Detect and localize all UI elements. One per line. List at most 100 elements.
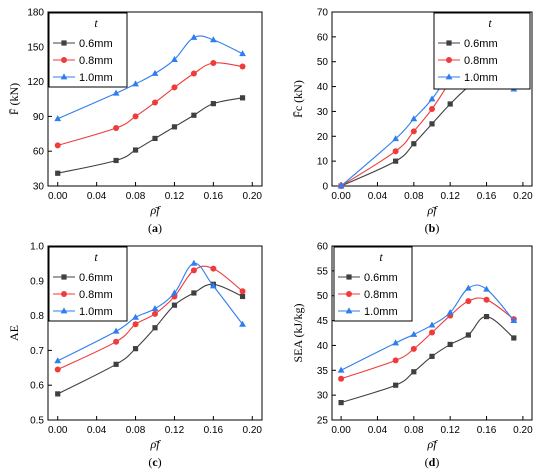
x-tick-label: 0.00 [331, 425, 351, 436]
x-tick-label: 0.12 [440, 191, 460, 202]
data-point-0.6mm [429, 353, 435, 359]
data-point-1.0mm [112, 89, 120, 96]
data-point-1.0mm [392, 339, 400, 346]
y-axis-label: SEA (kJ/kg) [291, 303, 305, 362]
x-tick-label: 0.04 [368, 191, 388, 202]
y-tick-label: 50 [317, 57, 329, 68]
legend-marker-1.0mm [445, 73, 453, 80]
series-line-1.0mm [57, 35, 243, 120]
y-axis-label: AE [7, 325, 21, 341]
data-point-0.6mm [55, 170, 61, 176]
y-tick-label: 40 [317, 82, 329, 93]
data-point-0.8mm [54, 366, 61, 373]
y-tick-label: 30 [317, 107, 329, 118]
y-tick-label: 60 [317, 32, 329, 43]
data-point-0.8mm [113, 338, 120, 345]
data-point-0.8mm [410, 345, 417, 352]
legend: t 0.6mm 0.8mm 1.0mm [333, 246, 413, 322]
data-point-0.6mm [132, 147, 139, 153]
data-point-1.0mm [132, 80, 139, 87]
panel-caption-a: (a) [148, 221, 162, 235]
data-point-1.0mm [428, 321, 436, 328]
y-tick-label: 60 [317, 242, 329, 253]
x-axis-label: ρ̄f [426, 203, 438, 217]
data-point-0.6mm [191, 290, 197, 296]
y-tick-label: 50 [317, 291, 329, 302]
data-point-1.0mm [337, 182, 345, 189]
data-point-0.8mm [239, 63, 246, 70]
y-tick-label: 30 [317, 391, 329, 402]
x-tick-label: 0.08 [126, 425, 146, 436]
data-point-0.6mm [55, 391, 61, 397]
legend-marker-0.8mm [61, 57, 67, 63]
data-point-0.8mm [210, 265, 217, 272]
legend-marker-0.6mm [61, 274, 67, 280]
y-tick-label: 120 [27, 77, 44, 88]
y-tick-label: 40 [317, 341, 329, 352]
legend-label-1.0mm: 1.0mm [79, 306, 113, 318]
x-tick-label: 0.20 [513, 425, 533, 436]
panel-c: 0.00 0.04 0.08 0.12 0.16 0.20 0.5 0.6 0.7 0.8 0.9 1… [7, 242, 263, 469]
data-point-0.6mm [411, 369, 417, 375]
x-tick-label: 0.00 [48, 191, 68, 202]
data-point-0.8mm [410, 128, 417, 135]
x-tick-label: 0.12 [165, 191, 185, 202]
legend-box [333, 246, 413, 322]
y-tick-label: 70 [317, 8, 329, 19]
data-point-1.0mm [54, 115, 62, 122]
panel-a: 0.00 0.04 0.08 0.12 0.16 0.20 30 60 90 120 150 180 ρ… [7, 8, 263, 235]
data-point-0.8mm [190, 267, 197, 274]
x-axis-label: ρ̄f [149, 437, 161, 451]
legend-label-1.0mm: 1.0mm [79, 72, 113, 84]
data-point-1.0mm [239, 50, 246, 57]
legend: t 0.6mm 0.8mm 1.0mm [48, 246, 128, 322]
y-tick-label: 30 [33, 182, 45, 193]
data-point-0.8mm [465, 298, 472, 305]
y-axis-label: F̄ (kN) [7, 83, 21, 115]
x-tick-label: 0.20 [513, 191, 533, 202]
panel-d: 0.00 0.04 0.08 0.12 0.16 0.20 25 30 35 40 45 50 55 60… [291, 242, 533, 470]
data-point-0.6mm [113, 157, 119, 164]
data-point-1.0mm [171, 289, 178, 296]
data-point-0.6mm [393, 158, 399, 164]
x-tick-label: 0.04 [87, 425, 107, 436]
data-point-1.0mm [510, 316, 518, 323]
data-point-0.6mm [239, 95, 246, 101]
legend-marker-0.6mm [346, 274, 352, 280]
data-point-1.0mm [446, 309, 454, 316]
legend-label-0.6mm: 0.6mm [79, 272, 113, 284]
data-point-1.0mm [171, 55, 178, 62]
x-tick-label: 0.20 [243, 425, 263, 436]
y-tick-label: 55 [317, 266, 329, 277]
legend-marker-0.8mm [446, 57, 452, 63]
y-tick-label: 90 [33, 112, 45, 123]
legend-title: t [488, 16, 492, 30]
legend-label-1.0mm: 1.0mm [364, 306, 398, 318]
legend-title: t [94, 16, 98, 30]
x-axis-label: ρ̄f [426, 437, 438, 451]
series-line-0.6mm [57, 97, 243, 174]
legend-marker-0.8mm [346, 291, 352, 297]
data-point-0.8mm [152, 310, 158, 317]
x-tick-label: 0.16 [204, 191, 224, 202]
plot-frame [331, 245, 533, 421]
y-tick-label: 25 [317, 416, 329, 427]
legend-marker-0.8mm [61, 291, 67, 297]
data-point-1.0mm [239, 320, 246, 327]
panel-b: 0.00 0.04 0.08 0.12 0.16 0.20 0 10 20 30 40 50 60 70 ρ… [291, 8, 533, 236]
legend-label-0.8mm: 0.8mm [464, 55, 498, 67]
data-point-1.0mm [132, 313, 139, 320]
data-point-0.6mm [152, 325, 158, 331]
x-tick-label: 0.04 [87, 191, 107, 202]
data-point-0.6mm [152, 135, 158, 142]
y-tick-label: 20 [317, 132, 329, 143]
data-point-1.0mm [209, 36, 217, 43]
data-point-1.0mm [410, 115, 418, 122]
x-tick-label: 0.12 [165, 425, 185, 436]
legend-marker-1.0mm [345, 307, 353, 314]
data-point-1.0mm [151, 305, 159, 312]
panel-caption-c: (c) [148, 455, 161, 469]
data-point-1.0mm [190, 259, 198, 266]
plot-frame [331, 11, 533, 187]
